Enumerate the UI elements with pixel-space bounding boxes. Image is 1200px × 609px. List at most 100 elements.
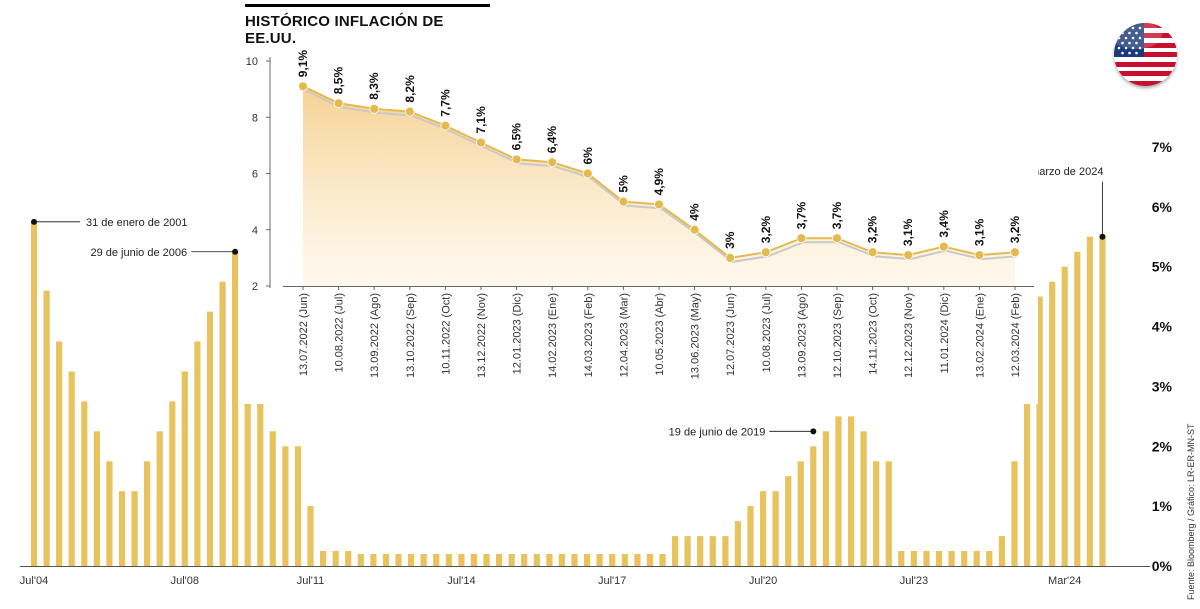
bar	[973, 551, 980, 566]
inset-value-label: 3,2%	[866, 216, 880, 244]
inset-point	[903, 250, 914, 260]
inset-x-tick-label: 13.09.2022 (Ago)	[369, 293, 381, 378]
bar	[848, 416, 855, 566]
bar	[609, 554, 616, 566]
bar	[445, 554, 452, 566]
inset-point	[404, 106, 415, 117]
inset-value-label: 3,2%	[1008, 216, 1022, 244]
inset-point	[582, 168, 593, 179]
bar	[131, 491, 138, 566]
inset-value-label: 3,4%	[937, 210, 951, 238]
inset-point	[689, 224, 700, 235]
bar	[533, 554, 540, 566]
bar	[747, 506, 754, 566]
inset-point	[440, 120, 451, 131]
bar	[1086, 236, 1093, 567]
y-tick-label: 6%	[1152, 199, 1173, 215]
bar	[56, 341, 63, 566]
inset-y-tick-label: 6	[252, 169, 258, 181]
inset-x-tick-label: 12.03.2024 (Feb)	[1010, 293, 1022, 377]
inset-point	[796, 233, 807, 244]
bar	[986, 551, 993, 566]
bar	[206, 311, 214, 566]
bar	[382, 554, 390, 566]
bar	[1074, 251, 1081, 567]
inset-point	[618, 196, 629, 207]
bar	[496, 554, 503, 566]
inset-value-label: 4%	[688, 203, 702, 221]
bar	[307, 506, 314, 566]
bar	[81, 401, 88, 566]
bar	[948, 551, 955, 566]
inset-x-tick-label: 12.04.2023 (Mar)	[618, 293, 630, 377]
bar	[810, 446, 817, 566]
inset-value-label: 3,7%	[830, 202, 844, 230]
y-tick-label: 5%	[1152, 259, 1173, 275]
bar	[106, 461, 113, 567]
inset-point	[369, 103, 380, 114]
inset-x-tick-label: 14.02.2023 (Ene)	[547, 293, 559, 378]
bar	[345, 551, 352, 566]
bar	[1049, 281, 1056, 566]
bar	[672, 536, 679, 566]
bar	[508, 554, 515, 566]
bar	[68, 371, 75, 566]
title-rule	[245, 4, 490, 7]
annotation-label: 19 de junio de 2019	[669, 426, 766, 438]
inset-x-tick-label: 13.02.2024 (Ene)	[974, 293, 986, 378]
bar	[1061, 266, 1068, 566]
bar	[521, 554, 528, 566]
bar	[571, 554, 578, 566]
bar	[144, 461, 151, 567]
inset-x-tick-label: 13.10.2022 (Sep)	[405, 293, 417, 378]
inset-x-tick-label: 13.09.2023 (Ago)	[796, 293, 808, 378]
bar	[709, 536, 716, 566]
bar	[1023, 371, 1031, 566]
bar	[156, 431, 163, 566]
bar	[30, 221, 38, 567]
x-tick-label: Jul'14	[447, 575, 475, 587]
inset-value-label: 3,1%	[972, 218, 986, 246]
inset-y-tick-label: 2	[252, 281, 258, 293]
bar	[885, 461, 892, 567]
inset-value-label: 3,7%	[794, 202, 808, 230]
title-block: HISTÓRICO INFLACIÓN DE EE.UU.	[245, 4, 490, 47]
bar	[357, 554, 364, 566]
inset-value-label: 7,7%	[438, 89, 452, 117]
bar	[408, 554, 415, 566]
inset-y-tick-label: 8	[252, 112, 258, 124]
inset-area	[303, 86, 1015, 286]
inset-value-label: 6,5%	[510, 123, 524, 151]
inset-x-tick-label: 10.05.2023 (Abr)	[654, 293, 666, 376]
bar	[873, 461, 880, 567]
bar	[596, 554, 603, 566]
bar	[910, 551, 917, 566]
inset-value-label: 3,1%	[901, 218, 915, 246]
inset-x-tick-label: 14.11.2023 (Oct)	[868, 293, 880, 375]
inset-y-tick-label: 10	[246, 56, 258, 68]
x-tick-label: Jul'23	[900, 575, 928, 587]
y-tick-label: 1%	[1152, 498, 1173, 514]
inset-value-label: 6%	[581, 147, 595, 165]
inset-point	[1010, 247, 1020, 258]
bar	[483, 554, 490, 566]
bar	[621, 554, 628, 566]
y-tick-label: 4%	[1152, 319, 1173, 335]
inset-point	[547, 157, 558, 168]
annotation-label: 31 de enero de 2001	[86, 217, 188, 229]
inset-x-tick-label: 12.10.2023 (Sep)	[832, 293, 844, 378]
page-title: HISTÓRICO INFLACIÓN DE EE.UU.	[245, 13, 444, 47]
bar	[395, 554, 402, 566]
bar	[320, 551, 327, 566]
y-tick-label: 0%	[1152, 558, 1173, 574]
bar	[722, 536, 729, 566]
bar	[169, 401, 176, 566]
inset-value-label: 7,1%	[474, 106, 488, 134]
bar	[232, 251, 239, 567]
bar	[584, 554, 591, 566]
bar	[181, 371, 188, 566]
bar	[998, 536, 1005, 566]
bar	[785, 476, 792, 566]
x-tick-label: Jul'20	[749, 575, 777, 587]
